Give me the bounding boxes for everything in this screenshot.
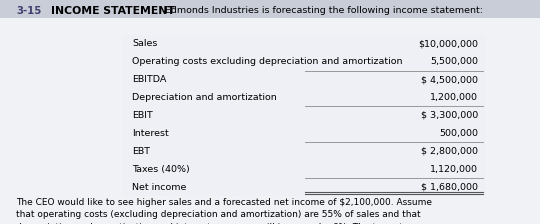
Text: Net income: Net income	[132, 183, 187, 192]
Text: INCOME STATEMENT: INCOME STATEMENT	[51, 6, 175, 16]
FancyBboxPatch shape	[0, 0, 540, 18]
Text: 500,000: 500,000	[439, 129, 478, 138]
FancyBboxPatch shape	[122, 35, 486, 196]
Text: Taxes (40%): Taxes (40%)	[132, 165, 190, 174]
Text: $ 2,800,000: $ 2,800,000	[421, 147, 478, 156]
Text: Edmonds Industries is forecasting the following income statement:: Edmonds Industries is forecasting the fo…	[165, 6, 483, 15]
Text: $10,000,000: $10,000,000	[418, 39, 478, 48]
Text: $ 3,300,000: $ 3,300,000	[421, 111, 478, 120]
Text: Depreciation and amortization: Depreciation and amortization	[132, 93, 277, 102]
Text: EBT: EBT	[132, 147, 150, 156]
Text: The CEO would like to see higher sales and a forecasted net income of $2,100,000: The CEO would like to see higher sales a…	[16, 198, 442, 224]
Text: EBIT: EBIT	[132, 111, 153, 120]
Text: 1,200,000: 1,200,000	[430, 93, 478, 102]
Text: Operating costs excluding depreciation and amortization: Operating costs excluding depreciation a…	[132, 57, 403, 66]
Text: 5,500,000: 5,500,000	[430, 57, 478, 66]
Text: $ 4,500,000: $ 4,500,000	[421, 75, 478, 84]
Text: Interest: Interest	[132, 129, 169, 138]
Text: 1,120,000: 1,120,000	[430, 165, 478, 174]
Text: 3-15: 3-15	[16, 6, 42, 16]
Text: Sales: Sales	[132, 39, 158, 48]
Text: $ 1,680,000: $ 1,680,000	[421, 183, 478, 192]
Text: EBITDA: EBITDA	[132, 75, 167, 84]
